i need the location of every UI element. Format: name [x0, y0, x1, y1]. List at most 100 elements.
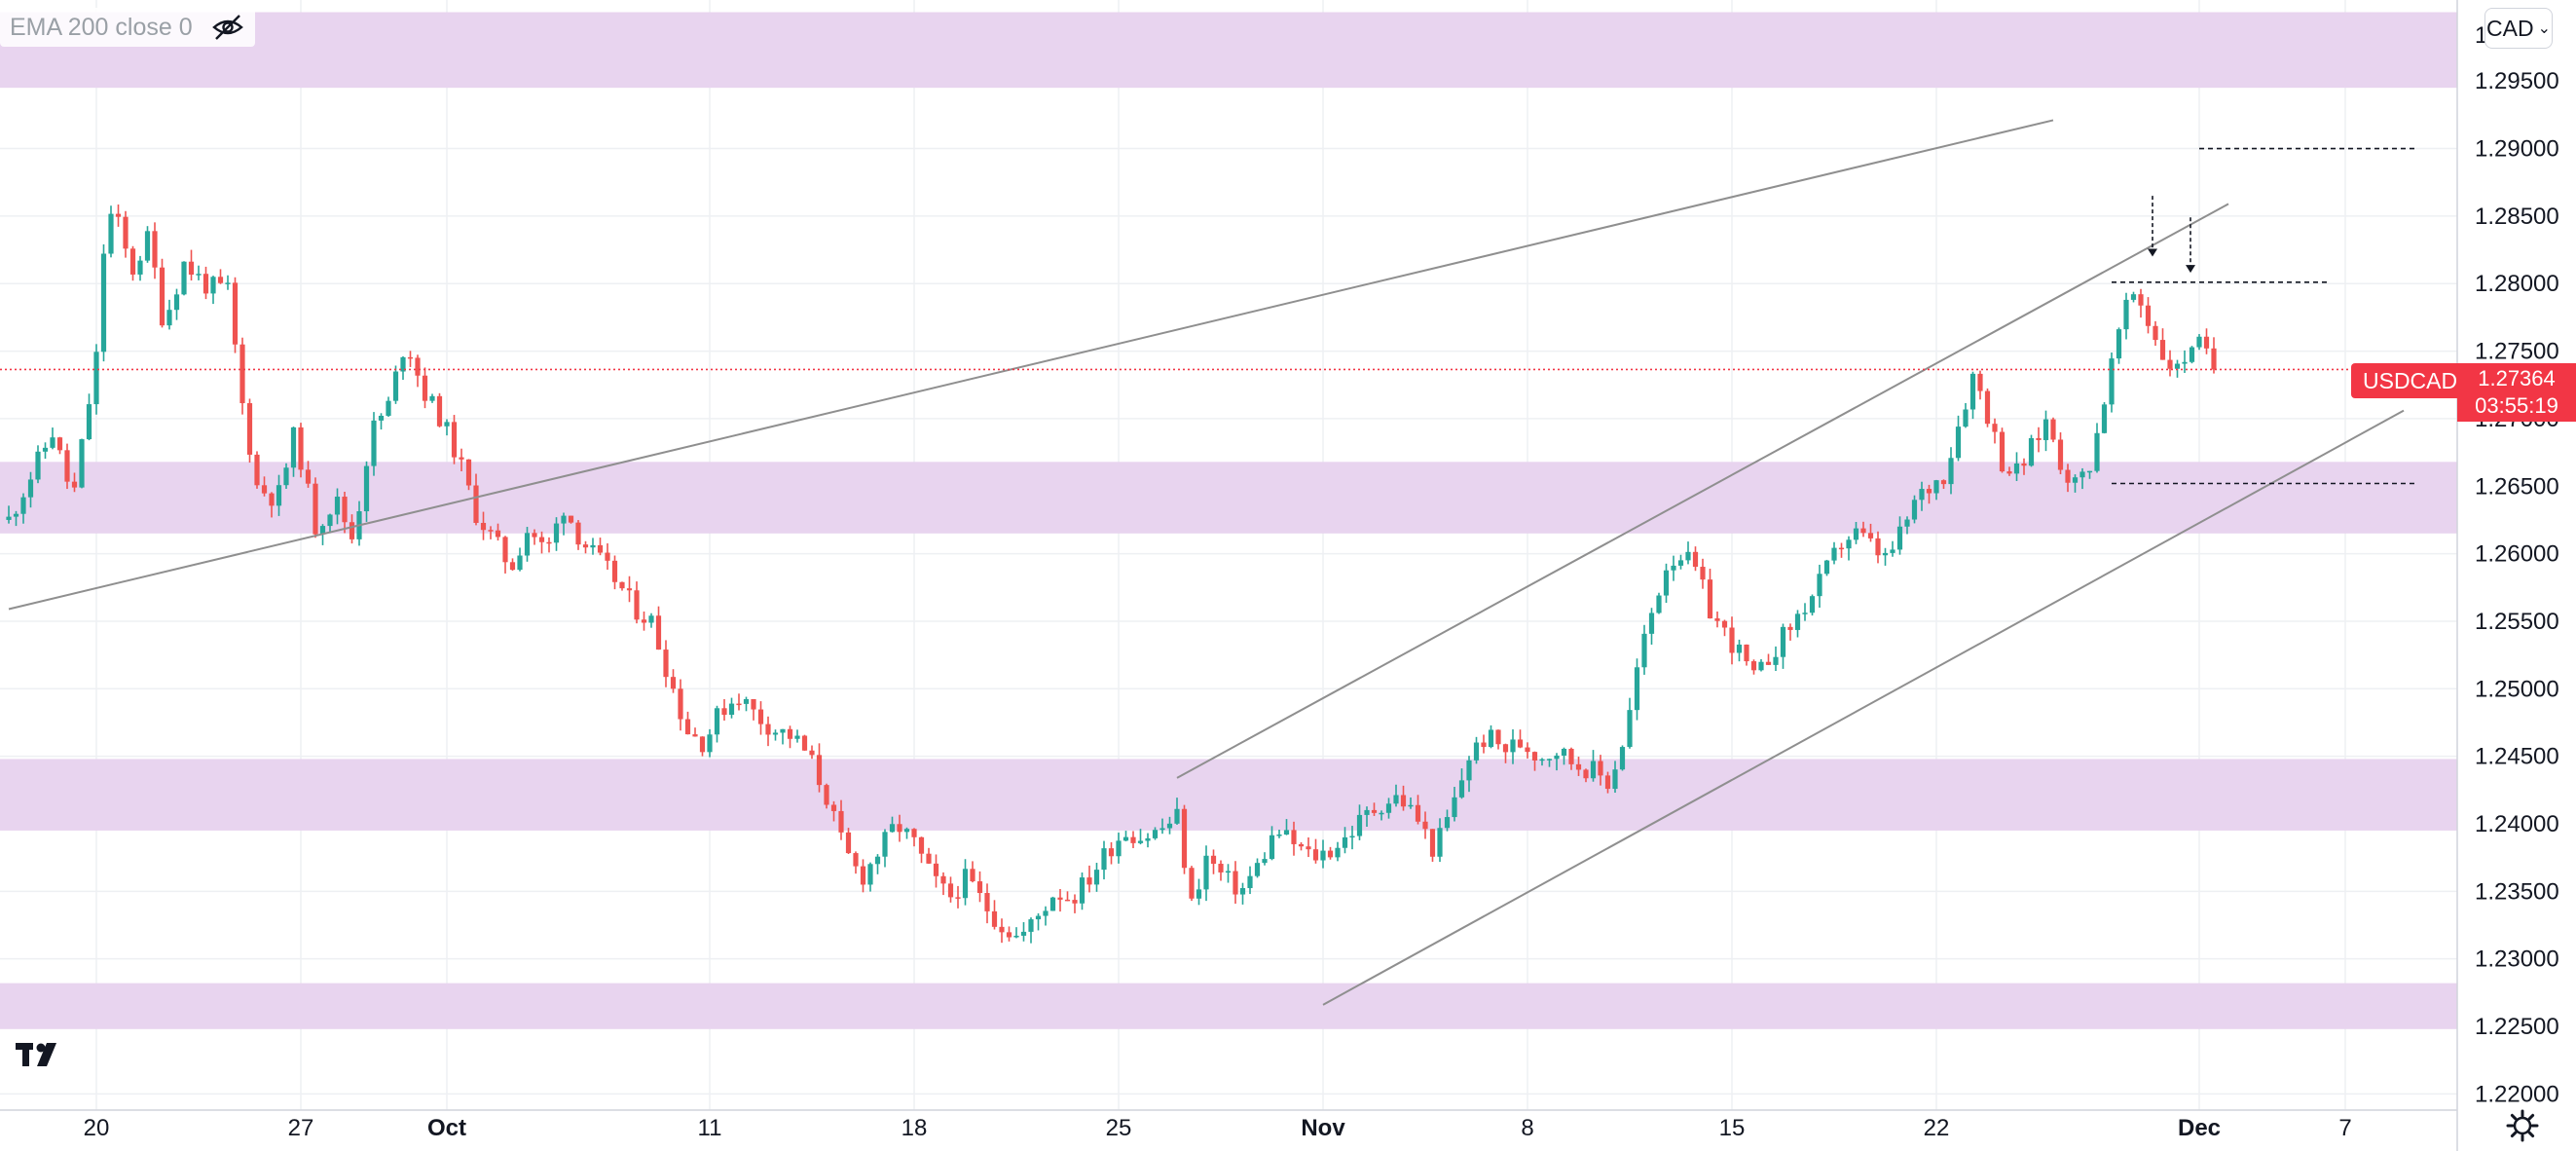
candle-body	[1466, 760, 1472, 781]
candle-body	[144, 231, 151, 261]
candle-body	[2116, 329, 2122, 359]
trendline	[1176, 203, 2229, 779]
time-tick-label: 20	[84, 1115, 110, 1141]
price-tick-label: 1.27500	[2475, 339, 2559, 365]
candle-body	[860, 866, 866, 885]
candle-body	[400, 356, 406, 372]
candle-body	[1656, 595, 1662, 613]
candle-body	[1568, 748, 1574, 764]
candle-body	[1677, 560, 1684, 566]
candle-body	[2138, 294, 2144, 306]
candle-body	[451, 422, 458, 458]
price-tick-label: 1.24000	[2475, 811, 2559, 837]
candle-body	[619, 581, 625, 589]
candle-body	[1984, 390, 1991, 425]
candle-body	[509, 562, 516, 571]
candle-body	[1429, 829, 1436, 857]
candle-body	[327, 514, 333, 527]
candle-body	[1247, 875, 1253, 889]
candle-body	[634, 590, 640, 620]
candle-body	[217, 277, 224, 283]
candle-body	[42, 447, 49, 452]
candle-body	[232, 282, 239, 345]
candle-body	[1802, 613, 1808, 614]
candle-body	[1809, 596, 1816, 613]
arrow-head	[2186, 265, 2195, 274]
candle-body	[2072, 477, 2079, 483]
candle-body	[838, 810, 844, 833]
candle-body	[444, 422, 450, 427]
candle-body	[889, 824, 896, 833]
candle-body	[20, 497, 26, 514]
price-tick-label: 1.28000	[2475, 271, 2559, 297]
eye-crossed-icon[interactable]	[210, 14, 245, 41]
candle-body	[2153, 325, 2158, 341]
time-tick-label: 25	[1106, 1115, 1132, 1141]
candle-body	[1349, 835, 1355, 838]
candle-body	[1641, 633, 1647, 668]
candle-body	[1750, 661, 1757, 671]
candle-body	[1152, 830, 1159, 838]
candle-body	[1239, 888, 1246, 895]
candle-body	[86, 404, 92, 440]
candle-body	[386, 400, 391, 416]
candle-body	[1006, 932, 1012, 938]
candle-body	[1598, 761, 1603, 776]
candle-body	[210, 277, 216, 294]
candle-body	[699, 736, 706, 753]
price-tick-label: 1.25500	[2475, 609, 2559, 635]
candle-body	[1181, 808, 1188, 869]
price-axis[interactable]: 11.220001.225001.230001.235001.240001.24…	[2456, 0, 2559, 1151]
candle-body	[1911, 500, 1918, 520]
candle-body	[1999, 431, 2006, 472]
candle-body	[2130, 294, 2137, 300]
candle-body	[845, 832, 852, 854]
candle-body	[2109, 358, 2115, 405]
gear-icon[interactable]	[2506, 1109, 2539, 1142]
candle-body	[1896, 526, 1903, 550]
candle-body	[1619, 747, 1626, 770]
candle-body	[2036, 437, 2042, 440]
candle-body	[181, 261, 187, 295]
candle-body	[1707, 579, 1713, 619]
candle-body	[166, 310, 172, 326]
current-price-badge: 1.27364 03:55:19	[2457, 363, 2576, 422]
time-axis[interactable]: 20 27 Oct 11 18 25 Nov 8 15 22 Dec 7	[0, 1109, 2457, 1141]
candle-body	[392, 371, 399, 401]
candle-body	[1736, 644, 1743, 653]
candle-body	[947, 883, 954, 898]
candle-body	[1137, 840, 1144, 843]
candle-body	[349, 522, 355, 539]
candle-body	[757, 709, 764, 724]
indicator-legend[interactable]: EMA 200 close 0	[0, 8, 255, 47]
candle-body	[2065, 469, 2071, 483]
candle-body	[1093, 870, 1100, 885]
candle-body	[1554, 755, 1560, 760]
candle-body	[1890, 549, 1895, 553]
candle-body	[1196, 889, 1202, 899]
candle-body	[269, 493, 275, 506]
candle-body	[1867, 533, 1874, 538]
candle-body	[707, 734, 713, 753]
candle-body	[780, 728, 786, 733]
candle-body	[867, 864, 873, 885]
candle-body	[50, 437, 55, 448]
candle-body	[254, 454, 260, 486]
candle-body	[2086, 470, 2093, 473]
candle-body	[465, 459, 472, 486]
candle-body	[71, 481, 78, 488]
candle-body	[1276, 835, 1282, 836]
candle-body	[524, 533, 531, 556]
candle-body	[239, 344, 245, 404]
candle-body	[1817, 574, 1822, 597]
candle-body	[1926, 489, 1932, 494]
candle-body	[429, 395, 435, 401]
tradingview-logo-icon[interactable]	[12, 1035, 68, 1076]
currency-button[interactable]: CAD ⌄	[2484, 8, 2553, 49]
candle-body	[1846, 539, 1852, 549]
candle-body	[794, 735, 800, 739]
candle-body	[276, 485, 282, 506]
candle-body	[853, 853, 859, 867]
